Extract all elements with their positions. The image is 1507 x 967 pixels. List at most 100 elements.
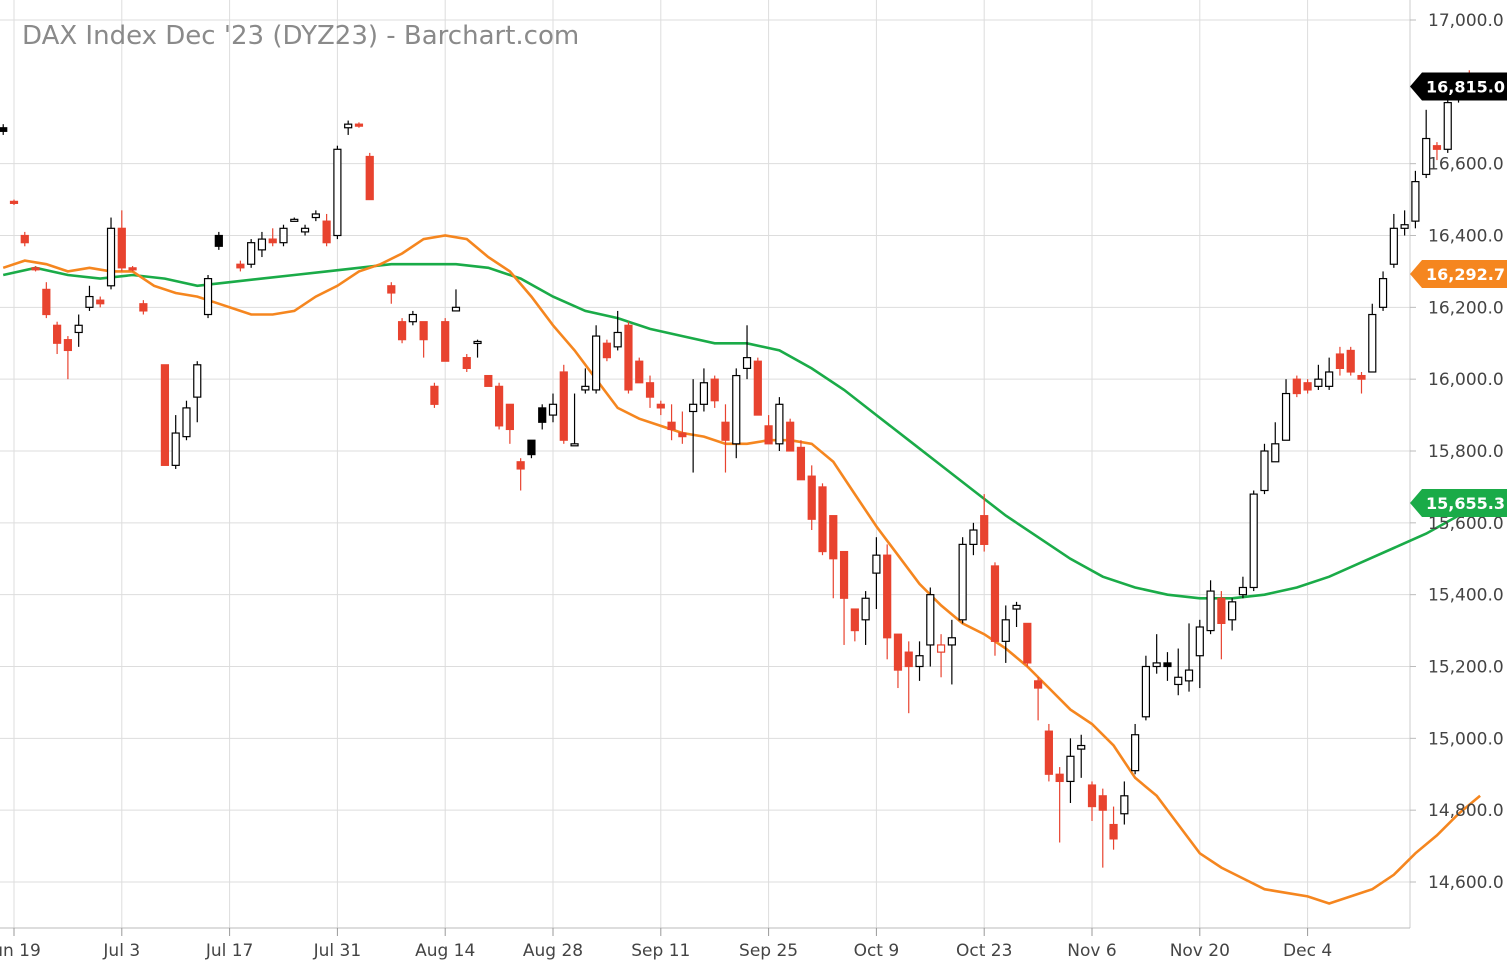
candle-body [441, 321, 450, 362]
candle [581, 368, 590, 394]
moving-average-slow-line [2, 262, 1481, 600]
candle [936, 634, 946, 678]
price-tag: 16,292.7 [1410, 260, 1507, 289]
candle [9, 199, 19, 205]
candle [1260, 443, 1269, 495]
candle-body [1260, 450, 1269, 492]
candle-body [257, 238, 267, 251]
candle-body [742, 357, 752, 369]
x-tick-label: Sep 25 [739, 941, 798, 961]
candle-body [656, 403, 665, 409]
candle [689, 379, 698, 473]
candle [592, 325, 601, 394]
candle-body [484, 374, 493, 387]
candle [980, 494, 989, 552]
moving-average-slow-layer [2, 262, 1481, 600]
x-tick-label: Jul 31 [313, 941, 362, 961]
candle-body [182, 407, 191, 438]
candle-body [63, 339, 73, 352]
candle-body [268, 238, 277, 244]
candle [1249, 490, 1258, 592]
candle-body [473, 340, 482, 345]
candle-body [1314, 378, 1323, 387]
candle-body [538, 407, 547, 423]
candle [279, 224, 288, 247]
candle [667, 404, 676, 441]
candle-body [721, 421, 730, 441]
y-axis: 17,000.0 16,600.0 16,400.0 16,200.0 16,000.0… [1410, 11, 1504, 893]
y-tick-label: 15,000.0 [1428, 729, 1504, 749]
candle-body [710, 378, 719, 402]
candle-body [1044, 730, 1053, 775]
candle-body [689, 403, 698, 413]
candle-body [1184, 669, 1194, 682]
x-tick-label: Oct 9 [854, 941, 900, 961]
candle-body [1087, 784, 1097, 808]
candle [257, 231, 267, 258]
candle-body [936, 644, 946, 653]
candle [1001, 605, 1010, 663]
candle-body [1217, 597, 1226, 625]
candle-body [42, 288, 51, 316]
price-tags: 16,815.0 16,292.7 15,655.3 [1410, 72, 1507, 517]
candle [53, 321, 62, 355]
candle [354, 122, 364, 128]
candle-body [613, 331, 622, 348]
candle [1292, 375, 1301, 398]
candle-body [883, 554, 892, 639]
candle [397, 318, 407, 344]
candle-body [678, 432, 687, 438]
candle [290, 217, 299, 222]
candle-body [139, 303, 148, 312]
candle [85, 285, 94, 311]
candle [387, 282, 396, 304]
candle-body [1378, 278, 1388, 308]
moving-average-fast-layer [2, 234, 1481, 905]
price-tag-label: 15,655.3 [1426, 494, 1505, 513]
candle-body [214, 234, 223, 247]
candle-body [1411, 181, 1420, 222]
candle [203, 275, 213, 319]
candle [1357, 371, 1366, 394]
candle-body [365, 155, 374, 201]
candle-body [1325, 371, 1334, 387]
candle [408, 310, 417, 326]
candle [1141, 655, 1151, 721]
price-tag-shape [1410, 72, 1507, 101]
candles [0, 70, 1485, 868]
x-tick-label: Aug 14 [415, 941, 475, 961]
candle [538, 404, 547, 430]
candle-body [839, 550, 849, 599]
candle-body [419, 321, 428, 341]
candle-body [1001, 619, 1010, 642]
candle [1033, 677, 1043, 721]
candle-body [624, 324, 633, 391]
candle [31, 266, 40, 272]
price-tag-shape [1410, 260, 1507, 289]
moving-average-fast-line [2, 234, 1481, 905]
x-tick-label: Nov 20 [1170, 941, 1230, 961]
candle-body [527, 439, 536, 456]
candle-body [667, 421, 676, 431]
candle-body [915, 655, 924, 668]
candle [1087, 781, 1097, 821]
x-axis: Jun 19 Jul 3 Jul 17 Jul 31 Aug 14 Aug 28 Sep 1… [0, 928, 1332, 961]
candle-body [807, 475, 816, 520]
candle [678, 411, 687, 444]
candle-body [1400, 224, 1409, 229]
candle [344, 120, 353, 135]
candle [645, 375, 655, 408]
y-tick-label: 16,600.0 [1428, 155, 1504, 175]
candle-body [322, 220, 331, 244]
candle [893, 633, 903, 689]
candle-body [117, 227, 126, 269]
candle [171, 415, 180, 469]
candle-body [861, 597, 870, 621]
candle-body [1443, 102, 1452, 150]
candle [63, 336, 73, 380]
candle-body [926, 594, 935, 646]
candle-body [980, 515, 989, 545]
x-tick-label: Oct 23 [956, 941, 1012, 961]
candle-body [430, 385, 439, 405]
candle-body [1303, 382, 1312, 391]
